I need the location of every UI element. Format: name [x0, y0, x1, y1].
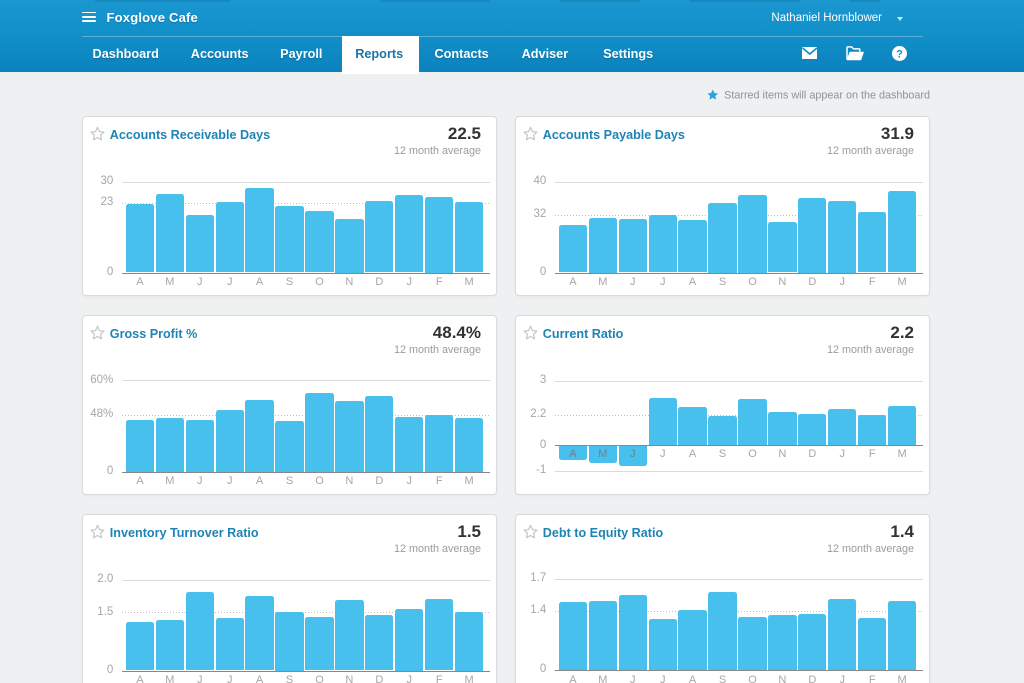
- svg-text:?: ?: [896, 48, 903, 60]
